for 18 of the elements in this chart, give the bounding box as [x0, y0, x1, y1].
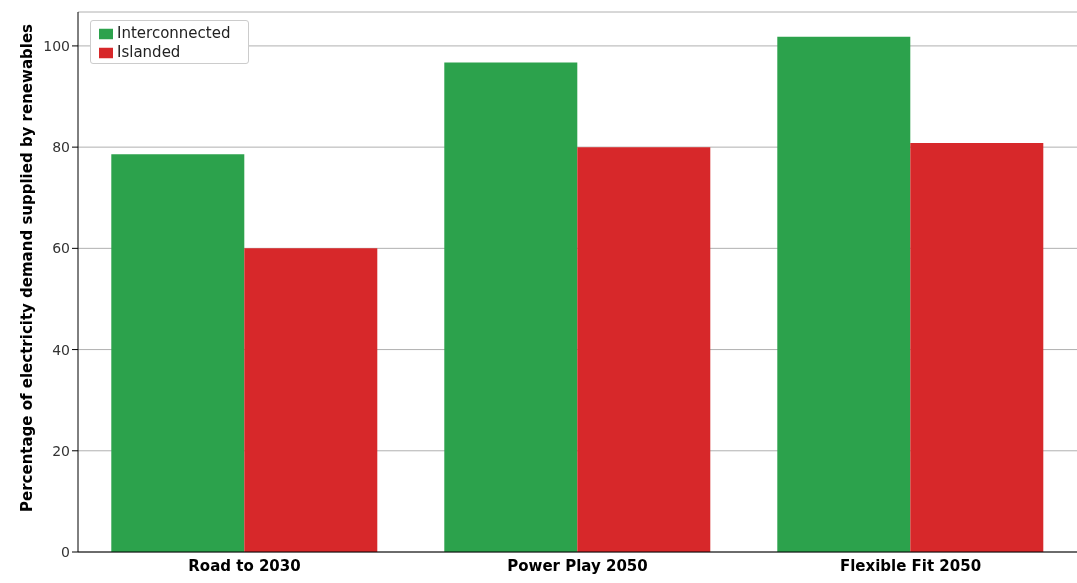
legend-label: Interconnected: [117, 24, 231, 42]
y-tick-label: 60: [52, 240, 70, 257]
x-tick-label: Flexible Fit 2050: [839, 556, 982, 575]
bar: [910, 143, 1044, 552]
x-tick-label: Power Play 2050: [507, 556, 648, 575]
bar: [111, 154, 245, 552]
y-tick-label: 0: [61, 543, 70, 560]
bar: [577, 147, 711, 552]
y-tick-label: 20: [52, 442, 70, 459]
legend-label: Islanded: [117, 43, 181, 61]
x-tick-label: Road to 2030: [188, 556, 301, 575]
y-tick-label: 40: [52, 341, 70, 358]
y-tick-label: 100: [43, 37, 70, 54]
bar: [777, 36, 911, 552]
bar: [244, 248, 378, 552]
y-axis-title: Percentage of electricity demand supplied by renewables: [18, 23, 37, 512]
y-tick-label: 80: [52, 139, 70, 156]
bar: [444, 62, 578, 552]
